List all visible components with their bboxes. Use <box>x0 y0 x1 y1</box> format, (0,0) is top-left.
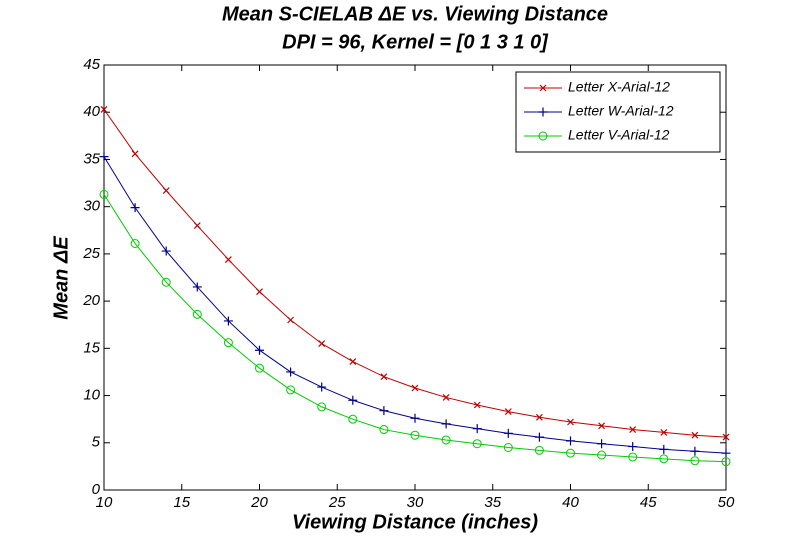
marker <box>379 425 389 435</box>
legend-label: Letter V-Arial-12 <box>568 127 670 143</box>
y-tick-label: 5 <box>92 434 101 451</box>
marker <box>691 431 699 439</box>
y-tick-label: 30 <box>83 198 100 215</box>
legend-label: Letter W-Arial-12 <box>568 103 674 119</box>
x-tick-label: 50 <box>718 494 735 511</box>
x-tick-label: 35 <box>484 494 501 511</box>
y-tick-label: 45 <box>83 56 100 73</box>
marker <box>223 316 233 326</box>
marker <box>99 152 109 162</box>
marker <box>441 435 451 445</box>
marker <box>628 442 638 452</box>
marker <box>629 426 637 433</box>
marker <box>410 413 420 423</box>
marker <box>721 448 731 458</box>
marker <box>566 436 575 446</box>
marker <box>690 456 700 466</box>
x-tick-label: 30 <box>407 494 424 511</box>
x-axis-label: Viewing Distance (inches) <box>292 511 538 533</box>
y-tick-label: 40 <box>83 103 100 120</box>
marker <box>255 345 264 355</box>
marker <box>441 419 451 429</box>
marker <box>99 189 109 199</box>
marker <box>503 443 513 452</box>
marker <box>472 439 482 449</box>
marker <box>535 413 543 421</box>
x-tick-label: 10 <box>96 494 113 511</box>
marker <box>348 395 358 405</box>
marker <box>317 402 327 412</box>
marker <box>690 446 700 456</box>
marker <box>131 150 139 158</box>
x-tick-label: 45 <box>640 494 657 511</box>
marker <box>287 316 295 324</box>
marker <box>192 309 202 319</box>
marker <box>100 105 108 113</box>
marker <box>410 430 420 440</box>
marker <box>628 452 638 462</box>
legend-label: Letter X-Arial-12 <box>568 79 670 95</box>
marker <box>566 448 575 458</box>
marker <box>503 428 513 438</box>
marker <box>130 203 140 213</box>
legend: Letter X-Arial-12 Letter W-Arial-12 Letter… <box>515 71 721 153</box>
marker <box>722 433 730 441</box>
marker <box>379 406 389 416</box>
marker <box>193 222 201 229</box>
marker <box>286 367 296 377</box>
chart-title: Mean S-CIELAB ΔE vs. Viewing Distance <box>222 3 608 25</box>
x-tick-label: 25 <box>328 494 346 511</box>
y-tick-label: 35 <box>83 150 100 167</box>
marker <box>721 457 731 467</box>
marker <box>380 373 388 381</box>
marker <box>192 282 202 292</box>
chart-subtitle: DPI = 96, Kernel = [0 1 3 1 0] <box>282 31 549 53</box>
marker <box>598 422 606 430</box>
marker <box>597 450 607 460</box>
marker <box>538 131 548 141</box>
marker <box>161 277 171 287</box>
x-tick-label: 15 <box>173 494 190 511</box>
series-line <box>103 194 727 463</box>
marker <box>349 358 357 365</box>
marker <box>286 385 296 395</box>
marker <box>223 338 233 348</box>
y-axis-label: Mean ΔE <box>50 236 72 320</box>
marker <box>597 439 607 449</box>
y-tick-label: 10 <box>83 387 100 404</box>
marker <box>472 424 482 434</box>
marker <box>255 363 264 373</box>
marker <box>534 432 544 442</box>
marker <box>130 239 140 248</box>
marker <box>660 428 668 436</box>
x-tick-label: 20 <box>250 494 268 511</box>
marker <box>539 84 547 92</box>
marker <box>567 418 574 426</box>
marker <box>162 187 170 195</box>
marker <box>411 384 419 392</box>
marker <box>318 340 326 348</box>
marker <box>442 394 450 401</box>
y-tick-label: 0 <box>92 481 101 498</box>
marker <box>161 246 171 256</box>
x-tick-label: 40 <box>562 494 579 511</box>
marker <box>659 444 669 454</box>
marker <box>659 454 669 464</box>
marker <box>538 107 548 117</box>
y-tick-label: 15 <box>83 339 100 356</box>
marker <box>473 401 481 409</box>
marker <box>256 288 263 296</box>
y-tick-label: 25 <box>82 245 100 262</box>
y-tick-label: 20 <box>82 292 100 309</box>
marker <box>317 382 327 392</box>
marker <box>224 256 232 263</box>
marker <box>348 414 358 424</box>
marker <box>504 408 512 416</box>
marker <box>534 445 544 455</box>
